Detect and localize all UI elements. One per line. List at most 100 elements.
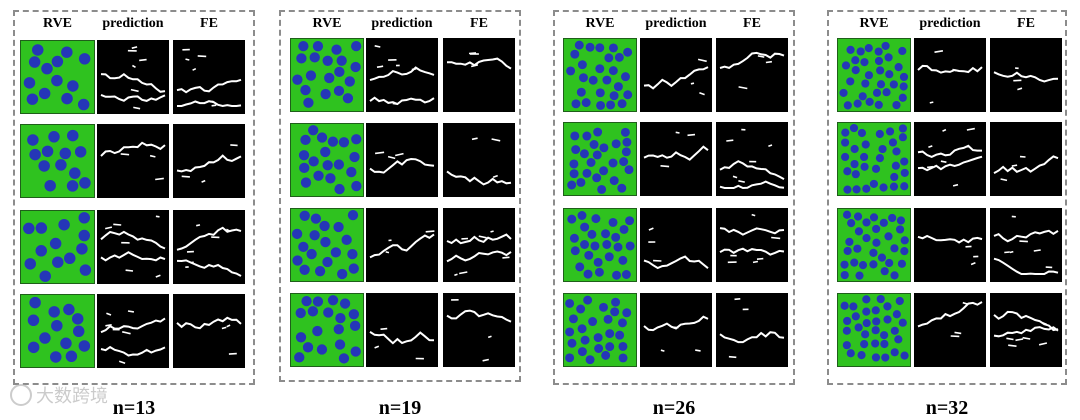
fiber-circle bbox=[565, 327, 574, 336]
fiber-circle bbox=[576, 305, 585, 314]
fiber-circle bbox=[79, 340, 90, 351]
fiber-circle bbox=[886, 127, 894, 135]
fiber-circle bbox=[588, 317, 597, 326]
crack-fragment bbox=[1017, 88, 1022, 89]
crack-path bbox=[177, 260, 241, 276]
fiber-circle bbox=[299, 150, 309, 160]
crack-svg bbox=[97, 210, 169, 284]
rve-svg bbox=[564, 39, 636, 111]
fiber-circle bbox=[857, 47, 865, 55]
crack-fragment bbox=[454, 274, 457, 275]
fiber-circle bbox=[39, 88, 50, 99]
fiber-circle bbox=[323, 307, 333, 317]
fiber-circle bbox=[854, 100, 862, 108]
fiber-circle bbox=[844, 101, 852, 109]
crack-fragment bbox=[105, 227, 112, 229]
fiber-circle bbox=[601, 351, 610, 360]
prediction-image bbox=[97, 124, 169, 198]
fiber-circle bbox=[79, 177, 90, 188]
fiber-circle bbox=[587, 230, 596, 239]
fiber-circle bbox=[25, 258, 36, 269]
fiber-circle bbox=[855, 272, 863, 280]
fiber-circle bbox=[855, 227, 863, 235]
rve-svg bbox=[838, 209, 910, 281]
fiber-circle bbox=[303, 98, 313, 108]
crack-path bbox=[101, 143, 165, 156]
rve-image bbox=[837, 208, 911, 282]
fiber-circle bbox=[622, 138, 631, 147]
crack-path bbox=[177, 101, 241, 106]
crack-svg bbox=[443, 208, 515, 282]
fiber-circle bbox=[593, 150, 602, 159]
fiber-circle bbox=[299, 265, 309, 275]
fiber-circle bbox=[334, 324, 344, 334]
crack-fragment bbox=[222, 327, 226, 328]
crack-svg bbox=[97, 294, 169, 368]
fiber-circle bbox=[847, 219, 855, 227]
column-header: RVE bbox=[20, 16, 95, 32]
crack-svg bbox=[173, 40, 245, 114]
crack-fragment bbox=[1004, 252, 1010, 253]
crack-fragment bbox=[229, 354, 237, 355]
fiber-circle bbox=[852, 170, 860, 178]
crack-fragment bbox=[1008, 345, 1016, 346]
fiber-circle bbox=[872, 239, 880, 247]
crack-fragment bbox=[768, 145, 772, 146]
rve-svg bbox=[564, 209, 636, 281]
fiber-circle bbox=[301, 296, 311, 306]
column-header: FE bbox=[443, 16, 515, 32]
fiber-circle bbox=[619, 353, 628, 362]
fiber-circle bbox=[582, 98, 591, 107]
fiber-circle bbox=[595, 43, 604, 52]
crack-fragment bbox=[212, 105, 217, 106]
fiber-circle bbox=[582, 132, 591, 141]
crack-fragment bbox=[381, 329, 388, 330]
fiber-circle bbox=[73, 326, 84, 337]
fiber-circle bbox=[48, 306, 59, 317]
fiber-circle bbox=[623, 90, 632, 99]
fiber-circle bbox=[876, 66, 884, 74]
crack-fragment bbox=[967, 129, 975, 130]
fiber-circle bbox=[615, 53, 624, 62]
crack-path bbox=[918, 146, 982, 157]
fiber-circle bbox=[66, 351, 77, 362]
fiber-circle bbox=[594, 258, 603, 267]
fiber-circle bbox=[310, 52, 320, 62]
fiber-circle bbox=[863, 319, 871, 327]
crack-fragment bbox=[729, 357, 736, 358]
crack-svg bbox=[716, 122, 788, 196]
crack-svg bbox=[366, 293, 438, 367]
fiber-circle bbox=[320, 237, 330, 247]
fiber-circle bbox=[611, 298, 620, 307]
crack-svg bbox=[914, 293, 986, 367]
fiber-circle bbox=[580, 223, 589, 232]
fiber-circle bbox=[48, 131, 59, 142]
crack-fragment bbox=[502, 257, 509, 258]
fiber-circle bbox=[566, 66, 575, 75]
fiber-circle bbox=[78, 99, 89, 110]
fiber-circle bbox=[870, 213, 878, 221]
fiber-circle bbox=[23, 223, 34, 234]
fiber-circle bbox=[36, 245, 47, 256]
fiber-circle bbox=[298, 242, 308, 252]
rve-image bbox=[837, 293, 911, 367]
crack-svg bbox=[914, 38, 986, 112]
fiber-circle bbox=[872, 165, 880, 173]
fiber-circle bbox=[583, 296, 592, 305]
fiber-circle bbox=[859, 261, 867, 269]
fiber-circle bbox=[345, 76, 355, 86]
fiber-circle bbox=[841, 129, 849, 137]
fiber-circle bbox=[333, 222, 343, 232]
fiber-circle bbox=[347, 249, 357, 259]
fe-image bbox=[990, 208, 1062, 282]
fiber-circle bbox=[898, 47, 906, 55]
fiber-circle bbox=[69, 167, 80, 178]
fiber-circle bbox=[618, 99, 627, 108]
column-header: FE bbox=[716, 16, 788, 32]
fiber-circle bbox=[620, 225, 629, 234]
fiber-circle bbox=[67, 180, 78, 191]
rve-image bbox=[563, 293, 637, 367]
crack-fragment bbox=[695, 350, 700, 351]
fiber-circle bbox=[595, 268, 604, 277]
fiber-circle bbox=[29, 297, 40, 308]
